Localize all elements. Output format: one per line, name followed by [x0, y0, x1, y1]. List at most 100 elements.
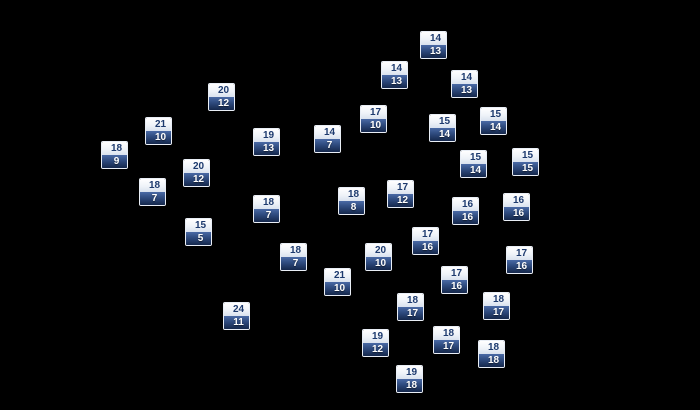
marker-high-value: 16	[453, 198, 478, 211]
temp-marker[interactable]: 17 12	[387, 180, 414, 208]
temp-marker[interactable]: 18 17	[397, 293, 424, 321]
temp-marker[interactable]: 19 13	[253, 128, 280, 156]
marker-low-value: 12	[363, 343, 388, 356]
temp-marker[interactable]: 18 17	[483, 292, 510, 320]
marker-high-value: 18	[281, 244, 306, 257]
temp-marker[interactable]: 17 16	[412, 227, 439, 255]
temp-marker[interactable]: 17 16	[506, 246, 533, 274]
temp-marker[interactable]: 18 7	[253, 195, 280, 223]
marker-high-value: 14	[315, 126, 340, 139]
marker-low-value: 7	[140, 192, 165, 205]
temp-marker[interactable]: 15 14	[460, 150, 487, 178]
marker-low-value: 16	[442, 280, 467, 293]
marker-low-value: 10	[146, 131, 171, 144]
marker-low-value: 10	[366, 257, 391, 270]
marker-high-value: 19	[363, 330, 388, 343]
marker-low-value: 16	[453, 211, 478, 224]
marker-low-value: 8	[339, 201, 364, 214]
temp-marker[interactable]: 15 15	[512, 148, 539, 176]
temp-marker[interactable]: 20 10	[365, 243, 392, 271]
marker-high-value: 15	[481, 108, 506, 121]
marker-low-value: 18	[397, 379, 422, 392]
marker-high-value: 15	[461, 151, 486, 164]
marker-high-value: 17	[388, 181, 413, 194]
marker-low-value: 16	[504, 207, 529, 220]
marker-low-value: 13	[452, 84, 477, 97]
marker-high-value: 15	[430, 115, 455, 128]
marker-low-value: 5	[186, 232, 211, 245]
temp-marker[interactable]: 19 18	[396, 365, 423, 393]
marker-high-value: 17	[442, 267, 467, 280]
temp-marker[interactable]: 18 9	[101, 141, 128, 169]
temp-marker[interactable]: 15 14	[480, 107, 507, 135]
marker-low-value: 14	[430, 128, 455, 141]
marker-high-value: 21	[146, 118, 171, 131]
temp-marker[interactable]: 20 12	[208, 83, 235, 111]
marker-low-value: 12	[184, 173, 209, 186]
temp-marker[interactable]: 15 14	[429, 114, 456, 142]
temp-marker[interactable]: 21 10	[145, 117, 172, 145]
temp-marker[interactable]: 18 7	[280, 243, 307, 271]
temp-marker[interactable]: 14 13	[420, 31, 447, 59]
marker-low-value: 13	[382, 75, 407, 88]
temp-marker[interactable]: 16 16	[503, 193, 530, 221]
marker-high-value: 20	[184, 160, 209, 173]
marker-low-value: 17	[398, 307, 423, 320]
marker-high-value: 15	[513, 149, 538, 162]
marker-high-value: 17	[413, 228, 438, 241]
marker-low-value: 9	[102, 155, 127, 168]
marker-high-value: 18	[398, 294, 423, 307]
marker-high-value: 19	[254, 129, 279, 142]
marker-low-value: 7	[281, 257, 306, 270]
marker-high-value: 18	[102, 142, 127, 155]
temp-marker[interactable]: 18 7	[139, 178, 166, 206]
marker-low-value: 15	[513, 162, 538, 175]
marker-high-value: 18	[484, 293, 509, 306]
marker-low-value: 12	[388, 194, 413, 207]
marker-low-value: 7	[254, 209, 279, 222]
temp-marker[interactable]: 17 16	[441, 266, 468, 294]
marker-low-value: 11	[224, 316, 249, 329]
marker-low-value: 13	[421, 45, 446, 58]
marker-low-value: 14	[461, 164, 486, 177]
marker-high-value: 14	[382, 62, 407, 75]
marker-low-value: 12	[209, 97, 234, 110]
marker-high-value: 18	[479, 341, 504, 354]
marker-low-value: 10	[361, 119, 386, 132]
marker-high-value: 18	[339, 188, 364, 201]
marker-low-value: 18	[479, 354, 504, 367]
marker-high-value: 20	[366, 244, 391, 257]
temp-marker[interactable]: 16 16	[452, 197, 479, 225]
marker-high-value: 16	[504, 194, 529, 207]
temp-marker[interactable]: 19 12	[362, 329, 389, 357]
temp-marker[interactable]: 14 13	[381, 61, 408, 89]
temp-marker[interactable]: 17 10	[360, 105, 387, 133]
temp-marker[interactable]: 18 18	[478, 340, 505, 368]
marker-low-value: 16	[507, 260, 532, 273]
marker-high-value: 24	[224, 303, 249, 316]
marker-low-value: 16	[413, 241, 438, 254]
marker-low-value: 7	[315, 139, 340, 152]
marker-high-value: 18	[434, 327, 459, 340]
marker-high-value: 20	[209, 84, 234, 97]
marker-high-value: 21	[325, 269, 350, 282]
marker-low-value: 17	[434, 340, 459, 353]
marker-high-value: 19	[397, 366, 422, 379]
temp-marker[interactable]: 24 11	[223, 302, 250, 330]
marker-high-value: 14	[421, 32, 446, 45]
marker-low-value: 17	[484, 306, 509, 319]
marker-high-value: 14	[452, 71, 477, 84]
temp-marker[interactable]: 18 17	[433, 326, 460, 354]
temp-marker[interactable]: 18 8	[338, 187, 365, 215]
temp-marker[interactable]: 14 13	[451, 70, 478, 98]
temp-marker[interactable]: 14 7	[314, 125, 341, 153]
marker-low-value: 13	[254, 142, 279, 155]
marker-low-value: 10	[325, 282, 350, 295]
temp-marker[interactable]: 15 5	[185, 218, 212, 246]
marker-low-value: 14	[481, 121, 506, 134]
temp-marker[interactable]: 20 12	[183, 159, 210, 187]
marker-high-value: 15	[186, 219, 211, 232]
temp-marker[interactable]: 21 10	[324, 268, 351, 296]
marker-high-value: 18	[140, 179, 165, 192]
